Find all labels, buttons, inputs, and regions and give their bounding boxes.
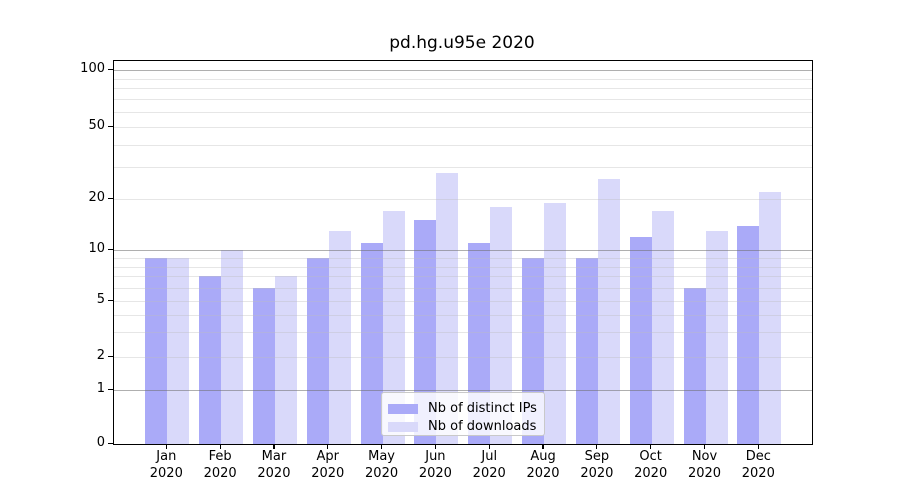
x-tick-mark-jun <box>434 444 436 449</box>
y-tick-label-0: 0 <box>96 435 105 450</box>
bar-feb-nb-of-downloads <box>221 250 244 444</box>
bar-mar-nb-of-downloads <box>274 276 297 444</box>
minor-gridline-80 <box>114 88 812 90</box>
x-tick-label-aug: Aug 2020 <box>526 449 560 481</box>
bar-jun-nb-of-distinct-ips <box>414 220 437 444</box>
bar-may-nb-of-downloads <box>382 211 405 444</box>
major-gridline-1 <box>114 390 812 391</box>
minor-gridline-40 <box>114 144 812 146</box>
chart-title: pd.hg.u95e 2020 <box>389 33 535 53</box>
x-tick-mark-sep <box>596 444 598 449</box>
minor-gridline-20 <box>114 199 812 201</box>
x-tick-label-jan: Jan 2020 <box>149 449 183 481</box>
y-tick-label-20: 20 <box>88 190 105 206</box>
x-tick-label-dec: Dec 2020 <box>741 449 775 481</box>
x-tick-label-apr: Apr 2020 <box>311 449 345 481</box>
bar-jan-nb-of-downloads <box>167 258 190 444</box>
x-tick-label-oct: Oct 2020 <box>634 449 668 481</box>
y-tick-label-5: 5 <box>96 292 105 307</box>
x-tick-mark-may <box>380 444 383 449</box>
y-tick-mark-100 <box>108 69 113 71</box>
plot-area: Nb of distinct IPs Nb of downloads <box>113 60 813 445</box>
bar-feb-nb-of-distinct-ips <box>199 276 222 444</box>
x-tick-mark-jul <box>488 444 490 449</box>
x-tick-label-jul: Jul 2020 <box>472 449 506 481</box>
minor-gridline-4 <box>114 314 812 316</box>
y-tick-label-1: 1 <box>96 381 105 396</box>
bar-oct-nb-of-downloads <box>651 211 674 444</box>
x-tick-mark-feb <box>219 444 221 449</box>
y-tick-mark-50 <box>108 126 113 128</box>
x-tick-mark-jan <box>165 444 167 449</box>
x-tick-label-sep: Sep 2020 <box>580 449 614 481</box>
bar-oct-nb-of-distinct-ips <box>629 236 652 444</box>
minor-gridline-50 <box>114 127 812 128</box>
minor-gridline-5 <box>114 301 812 302</box>
major-gridline-10 <box>114 250 812 252</box>
minor-gridline-9 <box>114 258 812 259</box>
y-tick-label-2: 2 <box>96 348 105 363</box>
minor-gridline-7 <box>114 276 812 278</box>
bar-may-nb-of-distinct-ips <box>360 243 383 444</box>
bar-sep-nb-of-downloads <box>597 178 620 444</box>
y-tick-mark-20 <box>108 198 113 200</box>
minor-gridline-2 <box>114 357 812 358</box>
x-tick-mark-nov <box>703 444 706 449</box>
legend-swatch-downloads <box>388 422 418 432</box>
x-tick-label-may: May 2020 <box>365 449 399 481</box>
x-tick-mark-oct <box>650 444 652 449</box>
bar-mar-nb-of-distinct-ips <box>252 287 275 444</box>
bar-dec-nb-of-distinct-ips <box>737 225 760 444</box>
minor-gridline-30 <box>114 167 812 169</box>
legend: Nb of distinct IPs Nb of downloads <box>381 392 545 436</box>
legend-swatch-distinct-ips <box>388 404 418 414</box>
minor-gridline-8 <box>114 266 812 268</box>
major-gridline-100 <box>114 70 812 71</box>
bar-dec-nb-of-downloads <box>759 191 782 444</box>
bar-sep-nb-of-distinct-ips <box>575 258 598 444</box>
legend-item-downloads: Nb of downloads <box>388 418 538 436</box>
minor-gridline-90 <box>114 78 812 80</box>
bar-apr-nb-of-distinct-ips <box>306 258 329 444</box>
x-tick-mark-apr <box>327 444 329 449</box>
minor-gridline-60 <box>114 112 812 113</box>
bar-nov-nb-of-distinct-ips <box>683 287 706 444</box>
bar-jul-nb-of-downloads <box>490 207 513 444</box>
y-tick-mark-2 <box>108 356 113 358</box>
minor-gridline-3 <box>114 332 812 334</box>
x-tick-mark-dec <box>757 444 759 449</box>
y-tick-label-50: 50 <box>88 118 105 133</box>
y-tick-mark-5 <box>108 300 113 302</box>
x-tick-label-mar: Mar 2020 <box>257 449 291 481</box>
x-tick-mark-mar <box>273 444 275 449</box>
x-tick-label-nov: Nov 2020 <box>687 449 722 481</box>
bar-jun-nb-of-downloads <box>436 172 459 444</box>
y-tick-mark-1 <box>108 389 113 391</box>
legend-label-distinct-ips: Nb of distinct IPs <box>428 401 537 416</box>
x-tick-label-jun: Jun 2020 <box>418 449 452 481</box>
bar-jan-nb-of-distinct-ips <box>145 258 168 444</box>
grid-layer <box>114 61 812 444</box>
minor-gridline-70 <box>114 99 812 101</box>
y-tick-mark-10 <box>108 249 113 251</box>
x-tick-label-feb: Feb 2020 <box>203 449 237 481</box>
y-tick-label-10: 10 <box>88 241 105 257</box>
legend-label-downloads: Nb of downloads <box>428 419 537 434</box>
bar-aug-nb-of-downloads <box>544 203 567 444</box>
minor-gridline-6 <box>114 287 812 289</box>
x-tick-mark-aug <box>542 444 544 449</box>
legend-item-distinct-ips: Nb of distinct IPs <box>388 400 538 418</box>
y-tick-label-100: 100 <box>80 61 105 76</box>
y-tick-mark-0 <box>108 443 113 445</box>
